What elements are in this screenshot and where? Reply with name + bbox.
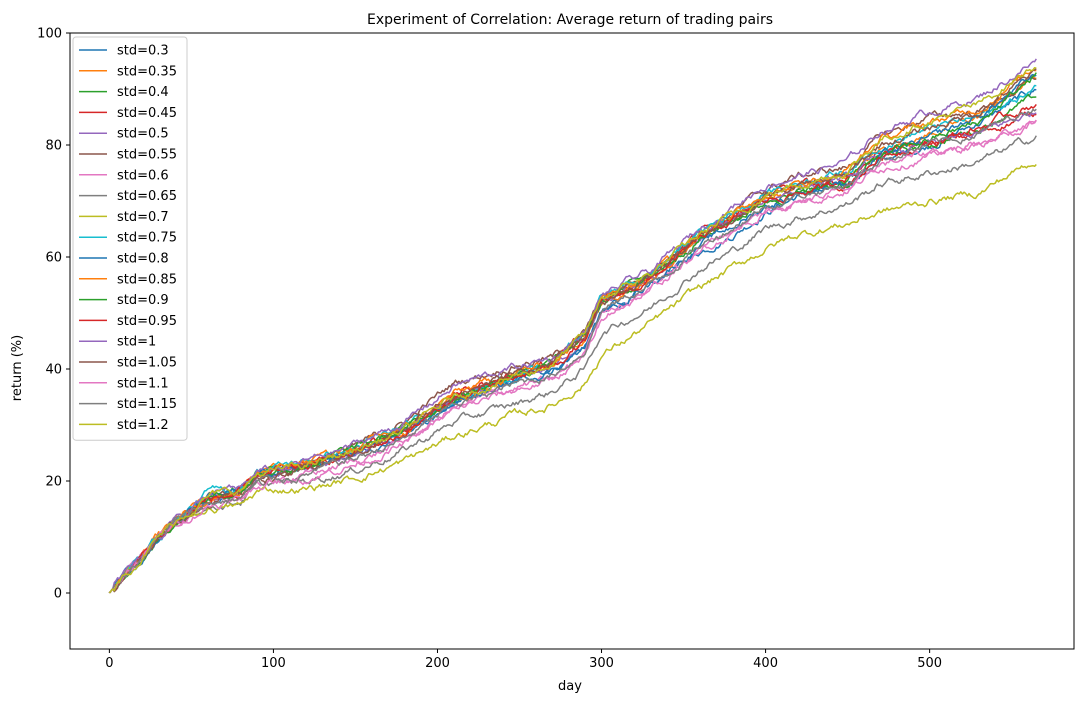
x-tick-label-400: 400	[753, 656, 778, 671]
legend-label-std=0.7: std=0.7	[117, 210, 169, 225]
legend-label-std=0.85: std=0.85	[117, 272, 177, 287]
y-tick-label-0: 0	[54, 587, 62, 602]
legend-label-std=0.3: std=0.3	[117, 44, 169, 59]
plot-frame	[69, 32, 1075, 650]
legend-label-std=0.55: std=0.55	[117, 148, 177, 163]
x-tick-label-100: 100	[261, 656, 286, 671]
legend: std=0.3 std=0.35 std=0.4 std=0.45 std=0.5 std…	[72, 36, 188, 441]
x-tick-label-500: 500	[917, 656, 942, 671]
series-line-std=0.95	[108, 103, 1037, 594]
y-tick-label-60: 60	[45, 251, 62, 266]
series-line-std=1.05	[108, 68, 1037, 594]
legend-label-std=0.75: std=0.75	[117, 231, 177, 246]
legend-label-std=0.5: std=0.5	[117, 127, 169, 142]
legend-label-std=0.9: std=0.9	[117, 293, 169, 308]
legend-label-std=1.15: std=1.15	[117, 397, 177, 412]
series-line-std=1.2	[108, 66, 1037, 594]
series-line-std=0.5	[108, 112, 1037, 594]
legend-box	[72, 36, 188, 441]
legend-label-std=0.8: std=0.8	[117, 252, 169, 267]
series-line-std=1.15	[108, 108, 1037, 594]
y-tick-label-100: 100	[37, 27, 62, 42]
legend-label-std=1: std=1	[117, 335, 156, 350]
legend-label-std=0.95: std=0.95	[117, 314, 177, 329]
legend-label-std=0.65: std=0.65	[117, 189, 177, 204]
series-line-std=1	[108, 58, 1037, 594]
series-line-std=0.65	[108, 135, 1037, 594]
legend-label-std=0.6: std=0.6	[117, 168, 169, 183]
x-tick-label-300: 300	[589, 656, 614, 671]
y-axis-label: return (%)	[10, 335, 25, 401]
axes-layer: 0 100 200 300 400 500 0 20 40 60 80 100	[37, 27, 1075, 671]
y-tick-label-40: 40	[45, 363, 62, 378]
legend-label-std=0.4: std=0.4	[117, 85, 169, 100]
x-tick-label-200: 200	[425, 656, 450, 671]
x-axis-label: day	[558, 679, 582, 694]
chart-title: Experiment of Correlation: Average retur…	[367, 12, 773, 28]
series-line-std=0.45	[108, 111, 1037, 594]
series-layer	[108, 58, 1037, 594]
legend-label-std=1.05: std=1.05	[117, 356, 177, 371]
legend-label-std=0.45: std=0.45	[117, 106, 177, 121]
legend-label-std=0.35: std=0.35	[117, 64, 177, 79]
legend-label-std=1.2: std=1.2	[117, 418, 169, 433]
x-tick-label-0: 0	[105, 656, 113, 671]
y-tick-label-20: 20	[45, 475, 62, 490]
legend-label-std=1.1: std=1.1	[117, 376, 169, 391]
y-tick-label-80: 80	[45, 139, 62, 154]
series-line-std=0.8	[108, 73, 1037, 594]
series-line-std=1.1	[108, 119, 1037, 594]
